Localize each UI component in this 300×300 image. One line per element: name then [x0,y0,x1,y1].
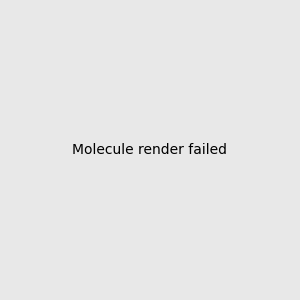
Text: Molecule render failed: Molecule render failed [73,143,227,157]
